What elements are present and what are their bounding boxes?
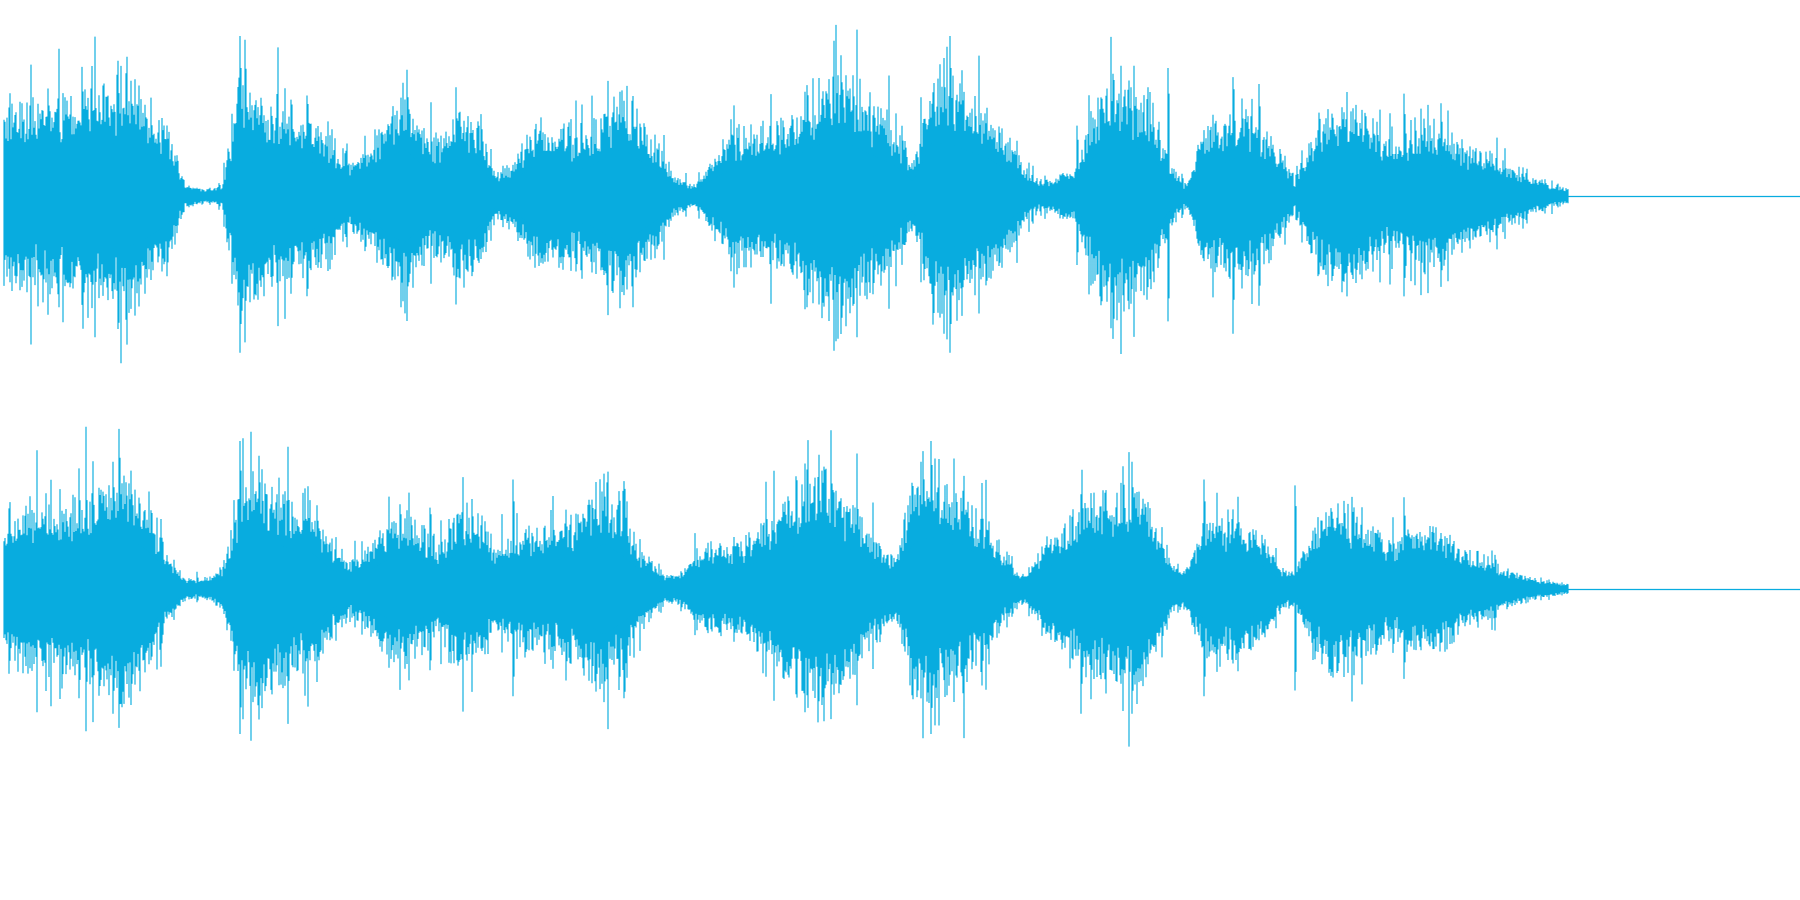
- waveform-core: [4, 536, 1568, 642]
- waveform-channel-2: [3, 426, 1800, 747]
- waveform-core: [4, 138, 1568, 254]
- waveform-channel-1: [3, 24, 1800, 364]
